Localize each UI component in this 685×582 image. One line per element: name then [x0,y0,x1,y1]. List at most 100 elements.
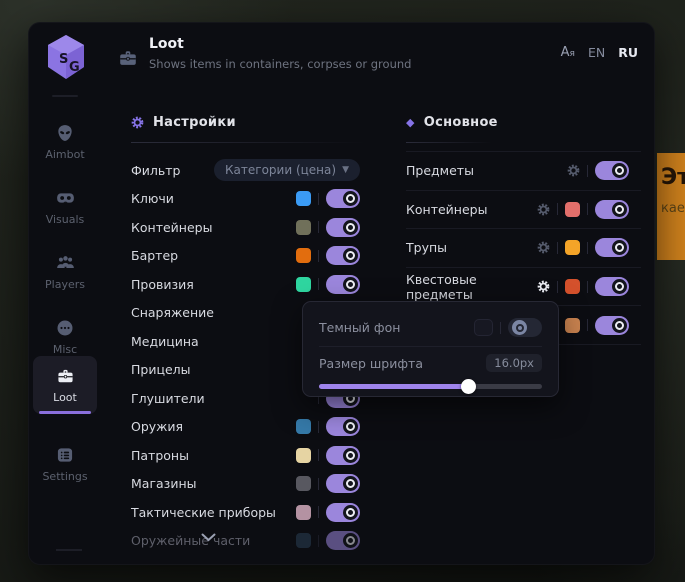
color-swatch[interactable] [296,504,311,520]
dark-bg-toggle[interactable] [508,318,542,337]
page-subtitle: Shows items in containers, corpses or gr… [149,57,412,71]
color-swatch[interactable] [565,201,580,217]
color-swatch[interactable] [296,419,311,435]
sidebar-item-label: Visuals [45,213,85,226]
toggle[interactable] [326,274,360,294]
loot-category-row: Контейнеры [131,213,366,242]
gear-icon[interactable] [537,280,550,293]
color-swatch[interactable] [296,191,311,207]
dark-bg-label: Темный фон [319,320,401,335]
divider [318,392,319,405]
category-label: Бартер [131,248,179,264]
divider [318,449,319,462]
toggle[interactable] [595,238,629,258]
toggle[interactable] [326,445,360,465]
main-option-row: Контейнеры [406,191,641,230]
toggle[interactable] [595,199,629,219]
option-label: Квестовые предметы [406,271,477,302]
slider-fill [319,384,469,389]
sidebar-item-label: Settings [42,470,88,483]
font-size-value: 16.0px [486,354,542,372]
color-swatch[interactable] [296,219,311,235]
divider [557,241,558,254]
divider [587,203,588,216]
sidebar-item-misc[interactable]: Misc [33,308,97,366]
divider [587,241,588,254]
left-section-title: Настройки [131,115,236,130]
list-icon [55,445,75,465]
toggle[interactable] [326,502,360,522]
sidebar-item-settings[interactable]: Settings [33,435,97,493]
sg-cube-logo-icon: S G [45,33,87,81]
toggle[interactable] [595,277,629,297]
translate-icon[interactable]: Aя [560,45,575,60]
option-label: Трупы [406,240,448,256]
loot-category-row: Оружейные части [131,527,366,556]
chevron-down-icon: ▼ [342,165,349,176]
divider [557,203,558,216]
sidebar-item-aimbot[interactable]: Aimbot [33,113,97,171]
divider [587,319,588,332]
divider [318,506,319,519]
sidebar-item-loot[interactable]: Loot [33,356,97,414]
category-label: Ключи [131,191,174,207]
toggle[interactable] [326,474,360,494]
divider [318,534,319,547]
filter-dropdown[interactable]: Категории (цена) ▼ [214,159,360,182]
right-section-title: ◆ Основное [406,115,498,130]
toggle[interactable] [595,161,629,181]
dark-bg-color-swatch[interactable] [474,319,493,336]
briefcase-icon [117,47,139,73]
loot-category-row: Магазины [131,470,366,499]
divider [131,142,366,143]
loot-category-row: Провизия [131,270,366,299]
color-swatch[interactable] [296,248,311,264]
loot-category-row: Бартер [131,242,366,271]
lang-ru-button[interactable]: RU [618,45,638,60]
briefcase-icon [55,366,76,386]
option-label: Предметы [406,163,474,179]
players-icon [55,253,76,273]
toggle[interactable] [326,246,360,266]
filter-dropdown-value: Категории (цена) [225,163,337,178]
toggle[interactable] [326,217,360,237]
chevron-down-icon[interactable] [201,527,216,546]
color-swatch[interactable] [565,317,580,333]
font-size-slider[interactable] [319,379,542,394]
banner-text-line2: кае [661,201,685,217]
toggle[interactable] [595,315,629,335]
toggle[interactable] [326,417,360,437]
gear-icon[interactable] [567,164,580,177]
color-swatch[interactable] [565,240,580,256]
language-switcher: Aя EN RU [561,45,638,60]
color-swatch[interactable] [296,276,311,292]
gear-icon[interactable] [537,241,550,254]
divider [318,278,319,291]
color-swatch[interactable] [565,279,580,295]
divider [56,549,82,551]
lang-en-button[interactable]: EN [587,45,606,60]
toggle[interactable] [326,189,360,209]
sidebar-item-visuals[interactable]: Visuals [33,178,97,236]
filter-row: Фильтр Категории (цена) ▼ [131,156,366,185]
category-label: Патроны [131,447,189,463]
slider-knob[interactable] [461,379,477,394]
main-option-row: Квестовые предметы [406,268,641,307]
color-swatch[interactable] [296,476,311,492]
divider [318,420,319,433]
toggle[interactable] [326,531,360,551]
color-swatch[interactable] [296,447,311,463]
color-swatch[interactable] [296,533,311,549]
diamond-icon: ◆ [406,116,415,129]
divider [587,280,588,293]
divider [318,249,319,262]
divider [406,142,492,143]
loot-category-row: Оружия [131,413,366,442]
main-option-row: Предметы [406,152,641,191]
divider [557,280,558,293]
divider [587,164,588,177]
gear-icon[interactable] [537,203,550,216]
divider [318,477,319,490]
sidebar-item-label: Misc [52,343,78,356]
sidebar-item-players[interactable]: Players [33,243,97,301]
